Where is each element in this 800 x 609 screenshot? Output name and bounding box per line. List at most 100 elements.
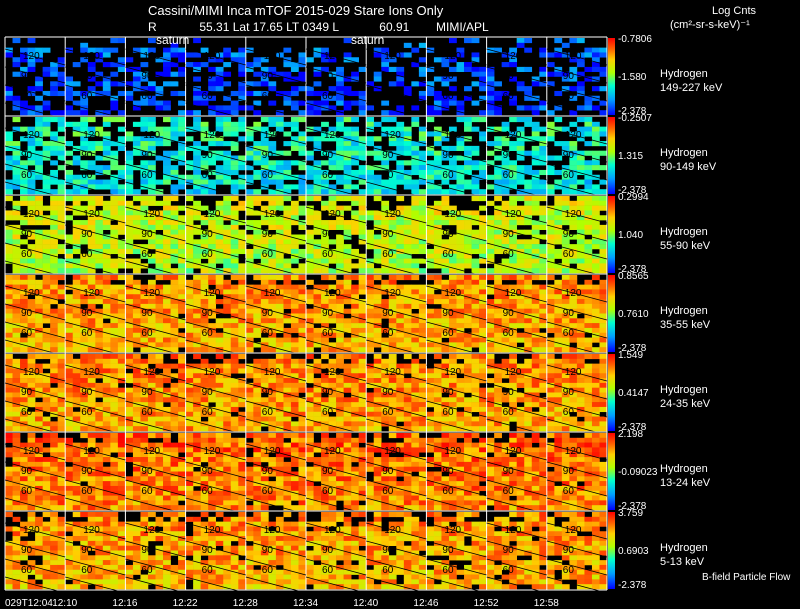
- contour-label: 90: [382, 387, 394, 398]
- contour-label: 90: [262, 387, 274, 398]
- contour-label: 90: [21, 229, 33, 240]
- contour-label: 60: [563, 249, 575, 260]
- contour-label: 120: [23, 209, 40, 220]
- contour-line: [245, 558, 307, 576]
- contour-line: [245, 400, 307, 418]
- contour-line: [426, 522, 487, 540]
- contour-label: 60: [21, 249, 33, 260]
- colorbar-min-label: -2.378: [618, 106, 647, 117]
- contour-line: [125, 321, 186, 339]
- contour-line: [125, 382, 186, 400]
- contour-line: [245, 382, 307, 400]
- contour-label: 120: [23, 288, 40, 299]
- contour-line: [65, 321, 126, 339]
- panel-cells: [5, 433, 608, 511]
- contour-label: 60: [21, 565, 33, 576]
- contour-line: [426, 540, 487, 558]
- contour-line: [366, 558, 427, 576]
- contour-line: [65, 461, 126, 479]
- contour-line: [546, 66, 608, 84]
- contour-line: [185, 127, 246, 145]
- contour-label: 60: [141, 249, 153, 260]
- contour-line: [305, 242, 367, 260]
- energy-label: 149-227 keV: [660, 81, 723, 94]
- contour-line: [65, 206, 126, 224]
- contour-line: [185, 400, 246, 418]
- contour-label: 60: [141, 565, 153, 576]
- contour-line: [426, 400, 487, 418]
- contour-label: 120: [83, 446, 100, 457]
- contour-label: 120: [505, 51, 522, 62]
- contour-label: 120: [565, 367, 582, 378]
- contour-label: 60: [442, 328, 454, 339]
- contour-label: 120: [324, 288, 341, 299]
- contour-label: 60: [262, 407, 274, 418]
- contour-line: [546, 84, 608, 102]
- contour-line: [245, 576, 307, 594]
- institution-label: MIMI/APL: [436, 20, 489, 34]
- contour-line: [125, 443, 186, 461]
- contour-label: 60: [141, 486, 153, 497]
- contour-line: [426, 127, 487, 145]
- contour-line: [305, 400, 367, 418]
- contour-line: [125, 285, 186, 303]
- contour-line: [185, 558, 246, 576]
- contour-label: 90: [81, 387, 93, 398]
- species-label: Hydrogen: [660, 541, 708, 554]
- contour-label: 120: [143, 130, 160, 141]
- l-value: 60.91: [379, 20, 410, 34]
- contour-label: 120: [324, 51, 341, 62]
- contour-line: [65, 303, 126, 321]
- contour-line: [185, 206, 246, 224]
- contour-label: 60: [81, 486, 93, 497]
- contour-label: 120: [204, 446, 221, 457]
- time-label: 12:34: [293, 598, 319, 609]
- contour-line: [185, 540, 246, 558]
- contour-label: 120: [384, 446, 401, 457]
- contour-label: 90: [262, 150, 274, 161]
- contour-line: [486, 418, 547, 436]
- contour-line: [305, 163, 367, 181]
- contour-line: [546, 163, 608, 181]
- contour-line: [366, 260, 427, 278]
- contour-line: [426, 479, 487, 497]
- contour-label: 60: [81, 249, 93, 260]
- contour-line: [65, 224, 126, 242]
- contour-label: 120: [204, 525, 221, 536]
- contour-line: [546, 206, 608, 224]
- colorbar-max-label: 1.549: [618, 350, 644, 361]
- contour-label: 60: [141, 91, 153, 102]
- contour-label: 60: [81, 91, 93, 102]
- contour-label: 90: [141, 71, 153, 82]
- r-label: R: [148, 20, 157, 34]
- contour-line: [125, 576, 186, 594]
- contour-line: [125, 479, 186, 497]
- colorbar-min-label: -2.378: [618, 580, 647, 591]
- contour-line: [486, 48, 547, 66]
- contour-line: [245, 48, 307, 66]
- contour-label: 120: [444, 367, 461, 378]
- contour-line: [426, 461, 487, 479]
- contour-label: 120: [23, 525, 40, 536]
- contour-line: [4, 558, 66, 576]
- colorbar-mid-label: -0.09023: [618, 466, 658, 478]
- contour-line: [185, 364, 246, 382]
- contour-label: 60: [563, 486, 575, 497]
- contour-line: [65, 127, 126, 145]
- contour-line: [486, 242, 547, 260]
- contour-label: 120: [264, 209, 281, 220]
- species-label: Hydrogen: [660, 462, 708, 475]
- contour-line: [4, 540, 66, 558]
- contour-line: [486, 224, 547, 242]
- contour-line: [4, 48, 66, 66]
- contour-line: [366, 127, 427, 145]
- contour-line: [426, 242, 487, 260]
- contour-line: [426, 285, 487, 303]
- colorbar-max-label: -0.2507: [618, 113, 652, 124]
- contour-label: 90: [81, 545, 93, 556]
- contour-label: 90: [81, 308, 93, 319]
- contour-line: [486, 443, 547, 461]
- contour-line: [4, 321, 66, 339]
- contour-line: [426, 443, 487, 461]
